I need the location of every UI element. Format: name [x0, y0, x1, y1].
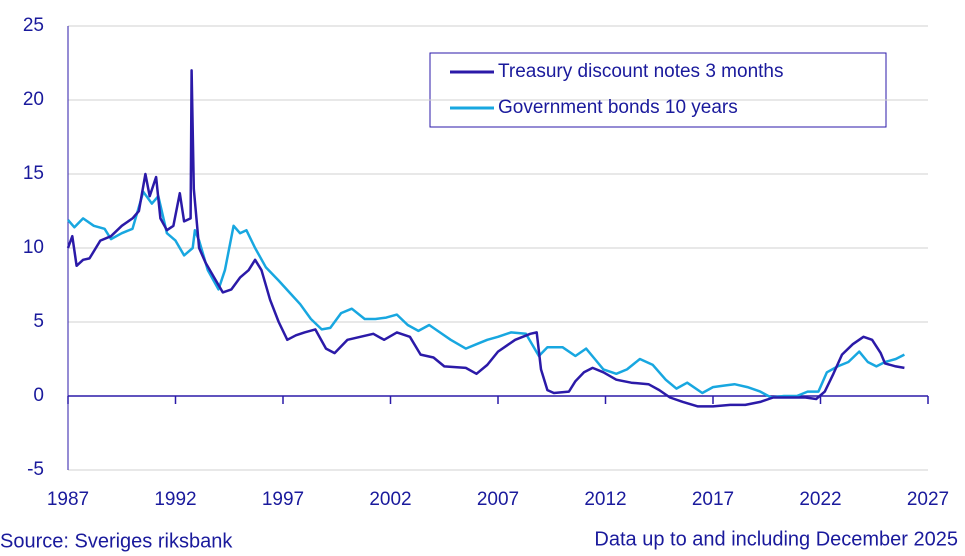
y-tick-label: 5: [33, 311, 44, 332]
x-tick-label: 1997: [262, 489, 304, 510]
x-tick-label: 2017: [692, 489, 734, 510]
x-tick-label: 1992: [154, 489, 196, 510]
x-tick-label: 2022: [799, 489, 841, 510]
note: Data up to and including December 2025: [594, 528, 958, 550]
legend-label: Government bonds 10 years: [498, 97, 738, 118]
y-tick-label: 25: [23, 15, 44, 36]
legend-label: Treasury discount notes 3 months: [498, 61, 784, 82]
y-tick-label: 10: [23, 237, 44, 258]
source: Source: Sveriges riksbank: [0, 530, 233, 552]
y-tick-label: -5: [27, 459, 44, 480]
y-tick-label: 0: [33, 385, 44, 406]
legend-box: [429, 52, 887, 128]
series-line: [67, 190, 905, 399]
x-tick-label: 2012: [584, 489, 626, 510]
y-tick-label: 20: [23, 89, 44, 110]
x-tick-label: 1987: [47, 489, 89, 510]
x-tick-label: 2002: [369, 489, 411, 510]
x-tick-label: 2027: [907, 489, 949, 510]
x-tick-label: 2007: [477, 489, 519, 510]
y-tick-label: 15: [23, 163, 44, 184]
series-line: [66, 69, 905, 408]
